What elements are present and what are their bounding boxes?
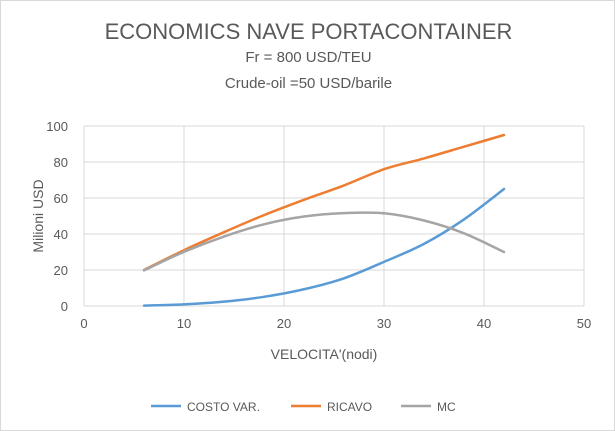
x-tick-label: 10 (177, 316, 191, 331)
y-axis-label: Milioni USD (30, 179, 46, 252)
y-tick-label: 40 (54, 227, 68, 242)
x-tick-label: 30 (377, 316, 391, 331)
x-axis-label: VELOCITA'(nodi) (271, 346, 378, 362)
legend-label: COSTO VAR. (187, 400, 260, 414)
y-tick-label: 20 (54, 263, 68, 278)
legend-label: RICAVO (327, 400, 372, 414)
y-tick-label: 80 (54, 155, 68, 170)
x-tick-label: 40 (477, 316, 491, 331)
series-line-ricavo (142, 133, 506, 272)
series-line-costo-var- (142, 187, 506, 307)
y-tick-label: 0 (61, 299, 68, 314)
legend-label: MC (437, 400, 456, 414)
series-line-mc (142, 211, 506, 272)
chart-subtitle-2: Crude-oil =50 USD/barile (224, 75, 393, 92)
chart-subtitle-1: Fr = 800 USD/TEU (245, 49, 372, 66)
y-tick-label: 100 (46, 119, 68, 134)
x-tick-label: 0 (80, 316, 87, 331)
y-tick-label: 60 (54, 191, 68, 206)
chart-title: ECONOMICS NAVE PORTACONTAINER (104, 19, 513, 44)
x-tick-label: 20 (277, 316, 291, 331)
x-tick-label: 50 (577, 316, 591, 331)
